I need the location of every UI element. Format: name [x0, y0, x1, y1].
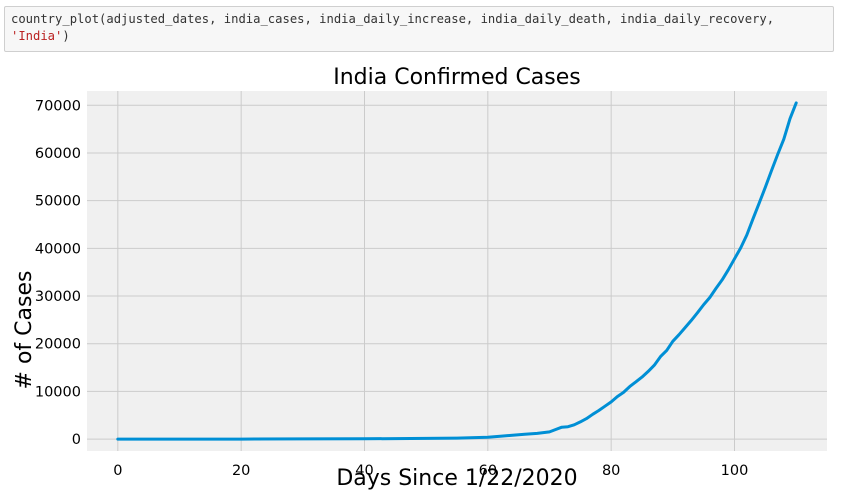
- y-tick-labels: 0 10000 20000 30000 40000 50000 60000 70000: [35, 98, 81, 448]
- code-line-2: 'India'): [11, 28, 827, 45]
- x-tick-label: 100: [721, 463, 749, 479]
- x-tick-label: 80: [602, 463, 620, 479]
- y-tick-label: 50000: [35, 194, 81, 210]
- plot-area: [87, 91, 827, 451]
- y-axis-label: # of Cases: [12, 271, 37, 390]
- y-tick-label: 0: [72, 432, 81, 448]
- x-tick-label: 0: [113, 463, 122, 479]
- code-line-1: country_plot(adjusted_dates, india_cases…: [11, 11, 827, 28]
- x-tick-label: 20: [232, 463, 250, 479]
- y-tick-label: 10000: [35, 384, 81, 400]
- x-axis-label: Days Since 1/22/2020: [336, 466, 577, 491]
- chart-title: India Confirmed Cases: [333, 65, 581, 90]
- code-string-arg: 'India': [11, 29, 62, 43]
- y-tick-label: 20000: [35, 337, 81, 353]
- line-chart: India Confirmed Cases 0 20 40 60 80 100 01000…: [0, 60, 851, 499]
- y-tick-label: 70000: [35, 98, 81, 114]
- code-cell[interactable]: country_plot(adjusted_dates, india_cases…: [4, 6, 834, 52]
- y-tick-label: 30000: [35, 289, 81, 305]
- code-line-2-rest: ): [62, 29, 69, 43]
- y-tick-label: 60000: [35, 146, 81, 162]
- y-tick-label: 40000: [35, 241, 81, 257]
- chart-container: India Confirmed Cases 0 20 40 60 80 100 0 1000…: [0, 60, 851, 499]
